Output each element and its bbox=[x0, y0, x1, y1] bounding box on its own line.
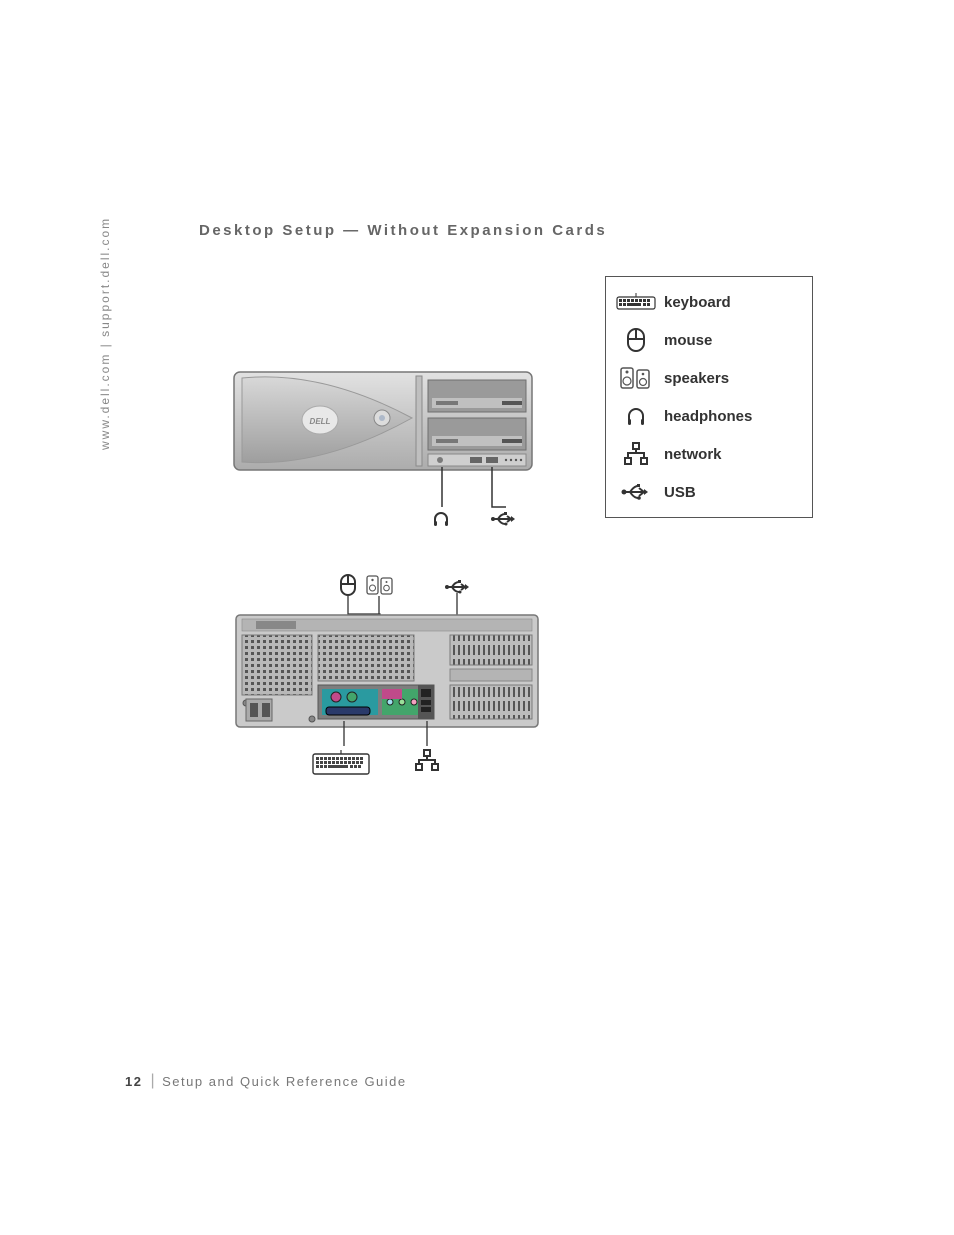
legend-row-headphones: headphones bbox=[614, 397, 804, 435]
legend-box: keyboard mouse speakers bbox=[605, 276, 813, 518]
desktop-back-illustration bbox=[232, 573, 552, 788]
legend-label: keyboard bbox=[664, 294, 731, 311]
legend-row-network: network bbox=[614, 435, 804, 473]
network-icon bbox=[416, 750, 438, 770]
legend-label: speakers bbox=[664, 370, 729, 387]
svg-text:DELL: DELL bbox=[310, 417, 331, 426]
legend-row-mouse: mouse bbox=[614, 321, 804, 359]
legend-label: USB bbox=[664, 484, 696, 501]
page-footer: 12 | Setup and Quick Reference Guide bbox=[125, 1072, 407, 1090]
page-number: 12 bbox=[125, 1074, 142, 1089]
legend-row-speakers: speakers bbox=[614, 359, 804, 397]
legend-row-usb: USB bbox=[614, 473, 804, 511]
section-heading: Desktop Setup — Without Expansion Cards bbox=[199, 222, 607, 239]
footer-title: Setup and Quick Reference Guide bbox=[162, 1074, 407, 1089]
legend-label: mouse bbox=[664, 332, 712, 349]
mouse-icon bbox=[341, 575, 355, 595]
mouse-icon bbox=[614, 326, 658, 354]
sidebar-url: www.dell.com | support.dell.com bbox=[98, 217, 112, 450]
usb-icon bbox=[445, 580, 469, 594]
speakers-icon bbox=[614, 364, 658, 392]
legend-label: headphones bbox=[664, 408, 752, 425]
speakers-icon bbox=[367, 576, 392, 594]
usb-icon bbox=[614, 483, 658, 501]
headphones-icon bbox=[614, 404, 658, 428]
legend-row-keyboard: keyboard bbox=[614, 283, 804, 321]
keyboard-icon bbox=[313, 750, 369, 774]
keyboard-icon bbox=[614, 291, 658, 313]
legend-label: network bbox=[664, 446, 722, 463]
footer-separator: | bbox=[150, 1072, 156, 1090]
network-icon bbox=[614, 442, 658, 466]
desktop-front-illustration: DELL bbox=[232, 368, 542, 543]
